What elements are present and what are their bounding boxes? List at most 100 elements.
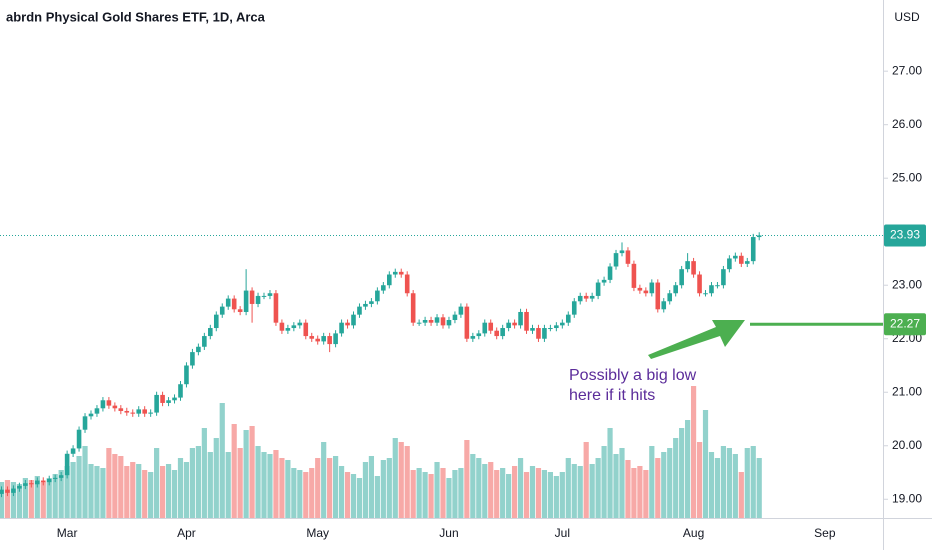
candle-body — [536, 328, 541, 339]
volume-bar — [494, 470, 500, 518]
volume-bar — [22, 478, 28, 518]
candle-body — [154, 394, 159, 413]
candle-body — [142, 409, 147, 414]
candle-body — [434, 317, 440, 323]
volume-bar — [523, 472, 530, 518]
candle-body — [231, 298, 237, 310]
volume-bar — [225, 452, 231, 518]
volume-bar — [476, 458, 482, 518]
volume-bar — [529, 466, 536, 518]
volume-bar — [183, 462, 190, 518]
candle-body — [488, 322, 494, 331]
volume-bar — [744, 448, 750, 518]
volume-bar — [374, 476, 380, 518]
candle-body — [315, 338, 321, 342]
candle-body — [458, 306, 464, 315]
candle-body — [94, 408, 100, 414]
candle-body — [619, 250, 625, 254]
candle-body — [381, 285, 386, 291]
volume-bar — [535, 468, 542, 518]
volume-bar — [589, 464, 595, 518]
candles — [0, 232, 762, 498]
candle-body — [196, 346, 201, 353]
volume-bar — [607, 428, 613, 518]
candle-body — [213, 314, 219, 329]
candle-body — [548, 328, 553, 330]
candle-body — [649, 282, 655, 294]
candle-body — [500, 328, 505, 337]
candle-body — [333, 333, 338, 345]
volume-bar — [279, 458, 285, 518]
volume-bar — [446, 478, 452, 518]
candle-body — [219, 306, 225, 315]
candle-body — [303, 322, 309, 337]
volume-bar — [52, 474, 58, 518]
volume-bar — [601, 446, 607, 518]
volume-bar — [506, 474, 512, 518]
candle-body — [64, 453, 70, 476]
candle-body — [452, 314, 458, 321]
arrow-shape — [648, 320, 745, 359]
volume-bar — [159, 466, 166, 518]
volume-bar — [619, 448, 625, 518]
candle-body — [88, 413, 94, 417]
volume-bar — [702, 410, 709, 518]
volume-bar — [219, 403, 225, 518]
volume-bar — [482, 464, 488, 518]
volume-bar — [327, 458, 333, 518]
volume-bar — [547, 472, 553, 518]
candle-body — [637, 287, 643, 291]
candle-body — [261, 295, 267, 297]
volume-bar — [82, 446, 88, 518]
volume-bar — [171, 470, 178, 518]
volume-bar — [368, 456, 375, 518]
candle-body — [23, 483, 28, 486]
volume-bar — [165, 464, 172, 518]
candle-body — [118, 408, 124, 411]
volume-bar — [350, 474, 357, 518]
candle-body — [613, 253, 619, 267]
candle-body — [106, 400, 112, 406]
candle-body — [697, 274, 702, 294]
volume-bar — [422, 472, 428, 518]
x-tick-label: May — [306, 526, 329, 540]
volume-bar — [58, 470, 64, 518]
candle-body — [339, 322, 344, 334]
candle-body — [40, 480, 46, 483]
volume-bar — [4, 480, 11, 518]
y-tick-label: 26.00 — [892, 117, 922, 131]
volume-bar — [100, 468, 106, 518]
level-label: 22.27 — [890, 316, 920, 330]
volume-bar — [541, 470, 548, 518]
candle-body — [363, 303, 368, 307]
candle-body — [100, 400, 106, 409]
candle-body — [446, 320, 452, 326]
candle-body — [422, 320, 428, 323]
candle-body — [494, 330, 499, 337]
volume-bar — [637, 466, 643, 518]
candle-body — [601, 279, 607, 283]
volume-bar — [673, 438, 679, 518]
candle-body — [476, 333, 482, 337]
volume-bar — [189, 448, 196, 518]
candle-body — [387, 274, 392, 286]
candle-body — [17, 485, 22, 489]
volume-bar — [667, 448, 673, 518]
volume-bar — [70, 462, 76, 518]
volume-bar — [649, 446, 655, 518]
volume-bar — [154, 448, 160, 518]
candle-body — [237, 309, 243, 312]
volume-bar — [291, 468, 297, 518]
volume-bar — [88, 464, 94, 518]
volume-bar — [40, 482, 46, 518]
candle-body — [285, 328, 291, 331]
candle-body — [643, 290, 649, 294]
candle-body — [375, 290, 380, 302]
volume-bar — [685, 420, 691, 518]
candle-body — [464, 306, 470, 339]
candle-body — [279, 322, 285, 331]
candle-body — [46, 478, 52, 483]
candle-body — [583, 295, 589, 299]
candle-body — [744, 261, 750, 264]
